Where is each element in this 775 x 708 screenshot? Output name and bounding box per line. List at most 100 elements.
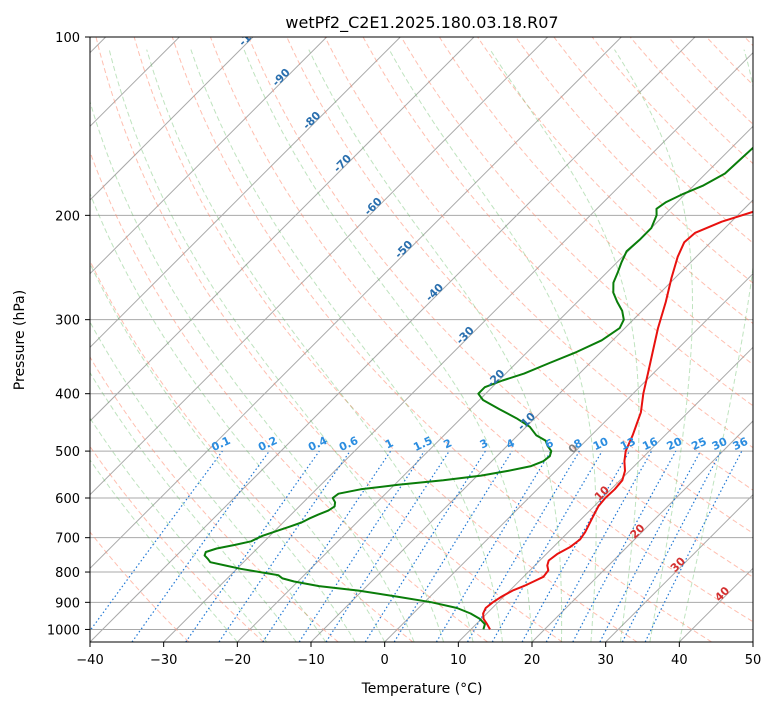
dry-adiabat — [591, 37, 753, 204]
dewpoint-profile — [203, 146, 753, 630]
x-tick-label: 30 — [597, 653, 614, 668]
mixing-ratio-line — [521, 450, 631, 642]
isotherm-label: -80 — [300, 109, 323, 132]
plot-frame — [89, 36, 754, 643]
dry-adiabat — [210, 37, 753, 623]
x-tick-label: −10 — [297, 653, 324, 668]
x-tick-label: 0 — [381, 653, 389, 668]
dry-adiabat — [90, 356, 339, 642]
mixing-ratio-label: 13 — [618, 435, 637, 453]
moist-adiabat — [489, 49, 640, 642]
mixing-ratio-line — [325, 450, 450, 642]
isotherm-line — [90, 37, 254, 201]
dry-adiabat — [438, 37, 753, 366]
mixing-ratio-line — [131, 450, 270, 642]
isotherm-line — [531, 420, 753, 642]
moist-adiabat — [90, 321, 327, 642]
moist-adiabat — [388, 49, 597, 642]
dry-adiabat — [706, 37, 753, 86]
isotherm-line — [163, 51, 753, 642]
mixing-ratio-line — [599, 450, 702, 642]
mixing-ratio-label: 25 — [689, 435, 708, 453]
y-axis: 100 200 300 400 500 600 700 800 900 1000 — [47, 31, 90, 638]
isotherm-label: -100 — [236, 20, 265, 49]
isotherm-line — [457, 346, 753, 642]
profiles — [203, 146, 753, 630]
isotherm-label: -90 — [270, 66, 293, 89]
y-tick-label: 1000 — [47, 623, 80, 638]
moist-adiabat — [90, 459, 238, 642]
isotherm-line — [90, 37, 549, 496]
isotherm-label: -40 — [423, 281, 446, 304]
mixing-ratio-label: 1 — [383, 436, 395, 451]
isotherm-line — [90, 37, 401, 349]
mixing-ratio-label: 2 — [442, 436, 454, 451]
mixing-ratio-label: 16 — [640, 435, 660, 453]
moist-adiabat — [190, 49, 503, 642]
x-tick-label: −30 — [150, 653, 177, 668]
x-axis: −40 −30 −20 −10 0 10 20 30 40 50 — [76, 642, 761, 668]
moist-adiabat — [90, 99, 415, 642]
isotherm-line — [678, 567, 753, 642]
x-axis-label: Temperature (°C) — [361, 681, 483, 697]
moist-adiabat — [614, 49, 693, 642]
dry-adiabat — [248, 37, 753, 578]
mixing-ratio-line — [298, 450, 425, 642]
mixing-ratio-line — [466, 450, 580, 642]
dry-adiabat-label: 40 — [712, 584, 732, 604]
x-tick-label: −20 — [224, 653, 251, 668]
y-axis-label: Pressure (hPa) — [12, 290, 28, 390]
background-lines — [90, 37, 753, 642]
y-tick-label: 100 — [55, 31, 80, 46]
isotherm-line — [90, 37, 475, 422]
dry-adiabat — [286, 37, 753, 534]
dry-adiabat — [90, 259, 414, 642]
mixing-ratio-label: 30 — [710, 435, 730, 453]
mixing-ratio-label: 36 — [731, 435, 751, 453]
mixing-ratio-line — [545, 450, 653, 642]
mixing-ratio-label: 4 — [504, 436, 517, 451]
isotherm-line — [752, 641, 753, 642]
isotherm-label: -10 — [515, 410, 538, 433]
mixing-ratio-label: 10 — [591, 435, 611, 453]
mixing-ratio-label: 20 — [665, 435, 685, 453]
isotherm-line — [605, 493, 753, 642]
mixing-ratio-line — [90, 450, 223, 632]
y-tick-label: 600 — [55, 492, 80, 507]
mixing-ratio-line — [572, 450, 677, 642]
moist-adiabat — [90, 192, 386, 642]
isotherm-line — [384, 272, 753, 642]
dry-adiabat — [133, 37, 638, 642]
isotherm-line — [90, 37, 622, 570]
dry-adiabat — [324, 37, 753, 491]
dry-adiabat — [171, 37, 712, 642]
moist-adiabat — [108, 49, 445, 642]
x-tick-label: 40 — [671, 653, 688, 668]
mixing-ratio-label: 6 — [543, 436, 556, 451]
moist-adiabat — [243, 49, 533, 642]
mixing-ratio-line — [644, 450, 743, 642]
moist-adiabat — [678, 49, 753, 642]
y-tick-label: 500 — [55, 445, 80, 460]
moist-adiabat — [90, 417, 268, 642]
mixing-ratio-line — [185, 450, 320, 642]
dry-adiabat — [90, 150, 488, 642]
y-tick-label: 900 — [55, 596, 80, 611]
mixing-ratio-line — [262, 450, 392, 642]
isotherm-label: -70 — [331, 152, 354, 175]
chart-title: wetPf2_C2E1.2025.180.03.18.R07 — [285, 13, 558, 33]
dry-adiabat — [553, 37, 753, 244]
temperature-profile — [482, 210, 753, 630]
x-tick-label: −40 — [76, 653, 103, 668]
isotherm-line — [90, 37, 696, 642]
dry-adiabat — [95, 37, 563, 642]
moist-adiabat — [308, 49, 563, 642]
isotherm-label: -50 — [392, 238, 415, 261]
mixing-ratio-line — [393, 450, 513, 642]
dry-adiabat — [90, 445, 264, 642]
moist-adiabat — [146, 49, 474, 642]
y-tick-label: 800 — [55, 566, 80, 581]
dry-adiabat — [362, 37, 753, 449]
dry-adiabat — [668, 37, 753, 125]
